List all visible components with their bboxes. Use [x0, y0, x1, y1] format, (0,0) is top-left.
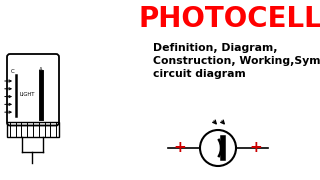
Text: circuit diagram: circuit diagram	[153, 69, 246, 79]
Text: A: A	[39, 67, 43, 72]
Text: Definition, Diagram,: Definition, Diagram,	[153, 43, 277, 53]
Text: LIGHT: LIGHT	[19, 93, 35, 98]
Text: +: +	[174, 141, 186, 156]
Text: +: +	[250, 141, 262, 156]
Bar	[7, 122, 59, 136]
Text: Construction, Working,Symbol,: Construction, Working,Symbol,	[153, 56, 320, 66]
Text: C: C	[11, 69, 15, 74]
Text: PHOTOCELL: PHOTOCELL	[138, 5, 320, 33]
